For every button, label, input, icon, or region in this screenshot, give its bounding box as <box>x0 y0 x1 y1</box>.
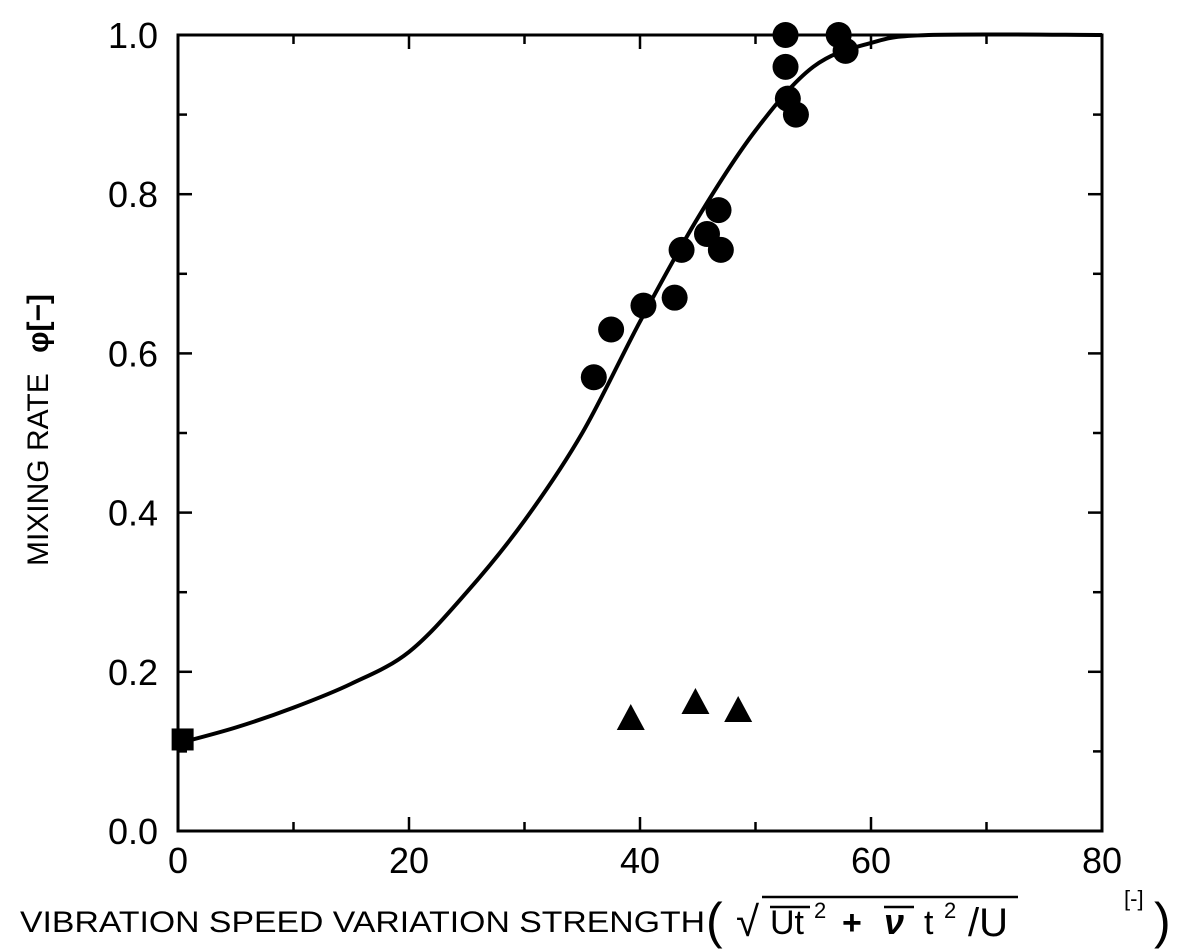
y-tick-label: 1.0 <box>108 15 158 56</box>
data-point-triangle <box>724 696 752 722</box>
y-axis-title: MIXING RATE φ[−] <box>22 294 55 566</box>
x-formula-open-paren: ( <box>706 893 723 949</box>
data-point-circle <box>773 22 799 48</box>
y-axis-label: MIXING RATE <box>22 373 55 566</box>
plot-frame <box>178 35 1102 831</box>
data-point-square <box>172 728 194 750</box>
x-formula-close-paren: ) <box>1154 893 1171 949</box>
x-formula-unit: [-] <box>1124 886 1144 911</box>
y-tick-label: 0.2 <box>108 652 158 693</box>
data-point-triangle <box>681 688 709 714</box>
fitted-curve <box>178 34 1102 743</box>
x-axis-title: VIBRATION SPEED VARIATION STRENGTH ( √ U… <box>20 886 1171 949</box>
x-tick-label: 20 <box>389 840 429 881</box>
data-point-circle <box>773 54 799 80</box>
x-tick-label: 0 <box>168 840 188 881</box>
data-point-circle <box>833 38 859 64</box>
data-point-circle <box>706 197 732 223</box>
data-point-circle <box>708 237 734 263</box>
fitted-curve-line <box>178 34 1102 743</box>
x-formula-t2: t <box>924 904 934 942</box>
y-tick-label: 0.0 <box>108 811 158 852</box>
data-point-triangle <box>617 704 645 730</box>
y-axis-symbol: φ[−] <box>22 294 55 353</box>
data-point-circle <box>581 364 607 390</box>
x-tick-label: 40 <box>620 840 660 881</box>
data-point-circle <box>662 285 688 311</box>
data-point-circle <box>598 317 624 343</box>
axis-tick-labels: 0 20 40 60 80 0.0 0.2 0.4 0.6 0.8 1.0 <box>108 15 1122 881</box>
x-formula-root: √ <box>736 898 760 945</box>
x-formula-sq1: 2 <box>814 898 826 923</box>
x-formula-term2: ν <box>884 901 904 942</box>
plot-border <box>178 35 1102 831</box>
data-point-circle <box>783 102 809 128</box>
x-tick-label: 80 <box>1082 840 1122 881</box>
axis-ticks <box>178 35 1102 831</box>
x-formula-sq2: 2 <box>944 898 956 923</box>
x-formula-slash: /U <box>968 901 1008 945</box>
data-point-circle <box>630 293 656 319</box>
data-point-circle <box>669 237 695 263</box>
y-tick-label: 0.6 <box>108 333 158 374</box>
y-tick-label: 0.8 <box>108 174 158 215</box>
y-tick-label: 0.4 <box>108 493 158 534</box>
x-axis-label: VIBRATION SPEED VARIATION STRENGTH <box>20 906 705 939</box>
x-formula-plus: + <box>842 904 862 942</box>
x-formula-term1: Ut <box>770 904 805 942</box>
svg-text:MIXING RATE φ[−]: MIXING RATE φ[−] <box>22 294 55 566</box>
x-tick-label: 60 <box>851 840 891 881</box>
